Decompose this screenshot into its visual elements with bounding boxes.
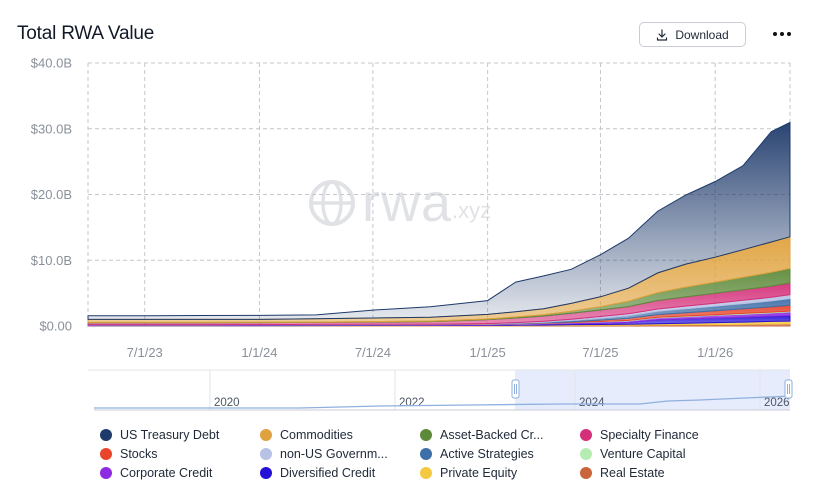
- navigator-series-line: [94, 395, 791, 409]
- x-tick-label: 1/1/25: [470, 345, 506, 360]
- legend-label: Real Estate: [600, 466, 665, 480]
- legend-item[interactable]: Real Estate: [580, 465, 740, 481]
- chart-title: Total RWA Value: [17, 23, 155, 44]
- x-tick-label: 7/1/24: [355, 345, 391, 360]
- navigator-year-label: 2022: [399, 397, 425, 409]
- legend-swatch: [420, 448, 432, 460]
- legend-swatch: [580, 448, 592, 460]
- legend-item[interactable]: Asset-Backed Cr...: [420, 427, 580, 443]
- more-dots-icon: [773, 32, 777, 36]
- x-tick-label: 7/1/25: [582, 345, 618, 360]
- download-icon: [657, 28, 668, 41]
- area-series: [87, 121, 791, 327]
- y-tick-label: $0.00: [39, 319, 72, 334]
- legend-swatch: [100, 448, 112, 460]
- legend-label: Diversified Credit: [280, 466, 376, 480]
- legend-label: Corporate Credit: [120, 466, 213, 480]
- legend-label: Asset-Backed Cr...: [440, 428, 544, 442]
- x-tick-label: 7/1/23: [127, 345, 163, 360]
- legend-swatch: [580, 429, 592, 441]
- globe-icon: [309, 180, 355, 226]
- legend-label: non-US Governm...: [280, 447, 388, 461]
- legend-item[interactable]: Venture Capital: [580, 446, 740, 462]
- y-tick-label: $10.0B: [31, 253, 72, 268]
- y-tick-label: $40.0B: [31, 56, 72, 71]
- legend-swatch: [260, 429, 272, 441]
- legend-label: Private Equity: [440, 466, 518, 480]
- more-options-button[interactable]: [770, 26, 794, 42]
- legend-swatch: [260, 448, 272, 460]
- legend-item[interactable]: Commodities: [260, 427, 420, 443]
- legend-item[interactable]: US Treasury Debt: [100, 427, 260, 443]
- range-navigator[interactable]: 2020 2022 2024 2026: [88, 369, 793, 411]
- chart-legend: US Treasury Debt Commodities Asset-Backed …: [100, 427, 800, 481]
- legend-swatch: [420, 467, 432, 479]
- y-tick-label: $20.0B: [31, 187, 72, 202]
- rwa-watermark: rwa .xyz: [308, 172, 491, 234]
- legend-swatch: [580, 467, 592, 479]
- navigator-right-handle[interactable]: [784, 379, 793, 399]
- legend-item[interactable]: Diversified Credit: [260, 465, 420, 481]
- y-tick-label: $30.0B: [31, 121, 72, 136]
- watermark-text: rwa: [362, 173, 453, 233]
- navigator-year-label: 2026: [764, 397, 790, 409]
- y-axis-ticks: $0.00 $10.0B $20.0B $30.0B $40.0B: [31, 56, 72, 334]
- legend-label: Venture Capital: [600, 447, 686, 461]
- navigator-left-handle[interactable]: [511, 379, 520, 399]
- legend-label: Active Strategies: [440, 447, 534, 461]
- legend-swatch: [420, 429, 432, 441]
- legend-label: Stocks: [120, 447, 158, 461]
- x-axis-ticks: 7/1/23 1/1/24 7/1/24 1/1/25 7/1/25 1/1/26: [127, 345, 734, 360]
- legend-swatch: [260, 467, 272, 479]
- legend-item[interactable]: Active Strategies: [420, 446, 580, 462]
- download-button[interactable]: Download: [639, 22, 746, 47]
- x-tick-label: 1/1/26: [697, 345, 733, 360]
- legend-label: Commodities: [280, 428, 353, 442]
- navigator-year-label: 2024: [579, 397, 605, 409]
- legend-label: US Treasury Debt: [120, 428, 220, 442]
- more-dot: [780, 32, 784, 36]
- x-tick-label: 1/1/24: [241, 345, 277, 360]
- legend-item[interactable]: Specialty Finance: [580, 427, 740, 443]
- more-dot: [787, 32, 791, 36]
- navigator-selection[interactable]: [515, 370, 790, 410]
- legend-item[interactable]: Stocks: [100, 446, 260, 462]
- navigator-year-label: 2020: [214, 397, 240, 409]
- legend-item[interactable]: non-US Governm...: [260, 446, 420, 462]
- legend-item[interactable]: Corporate Credit: [100, 465, 260, 481]
- watermark-sub: .xyz: [452, 198, 492, 223]
- download-label: Download: [675, 27, 729, 42]
- legend-label: Specialty Finance: [600, 428, 699, 442]
- stacked-area-chart[interactable]: $0.00 $10.0B $20.0B $30.0B $40.0B 7/1/23 1/1/…: [0, 0, 817, 420]
- legend-item[interactable]: Private Equity: [420, 465, 580, 481]
- legend-swatch: [100, 429, 112, 441]
- area-us-treasury-debt: [87, 121, 791, 320]
- legend-swatch: [100, 467, 112, 479]
